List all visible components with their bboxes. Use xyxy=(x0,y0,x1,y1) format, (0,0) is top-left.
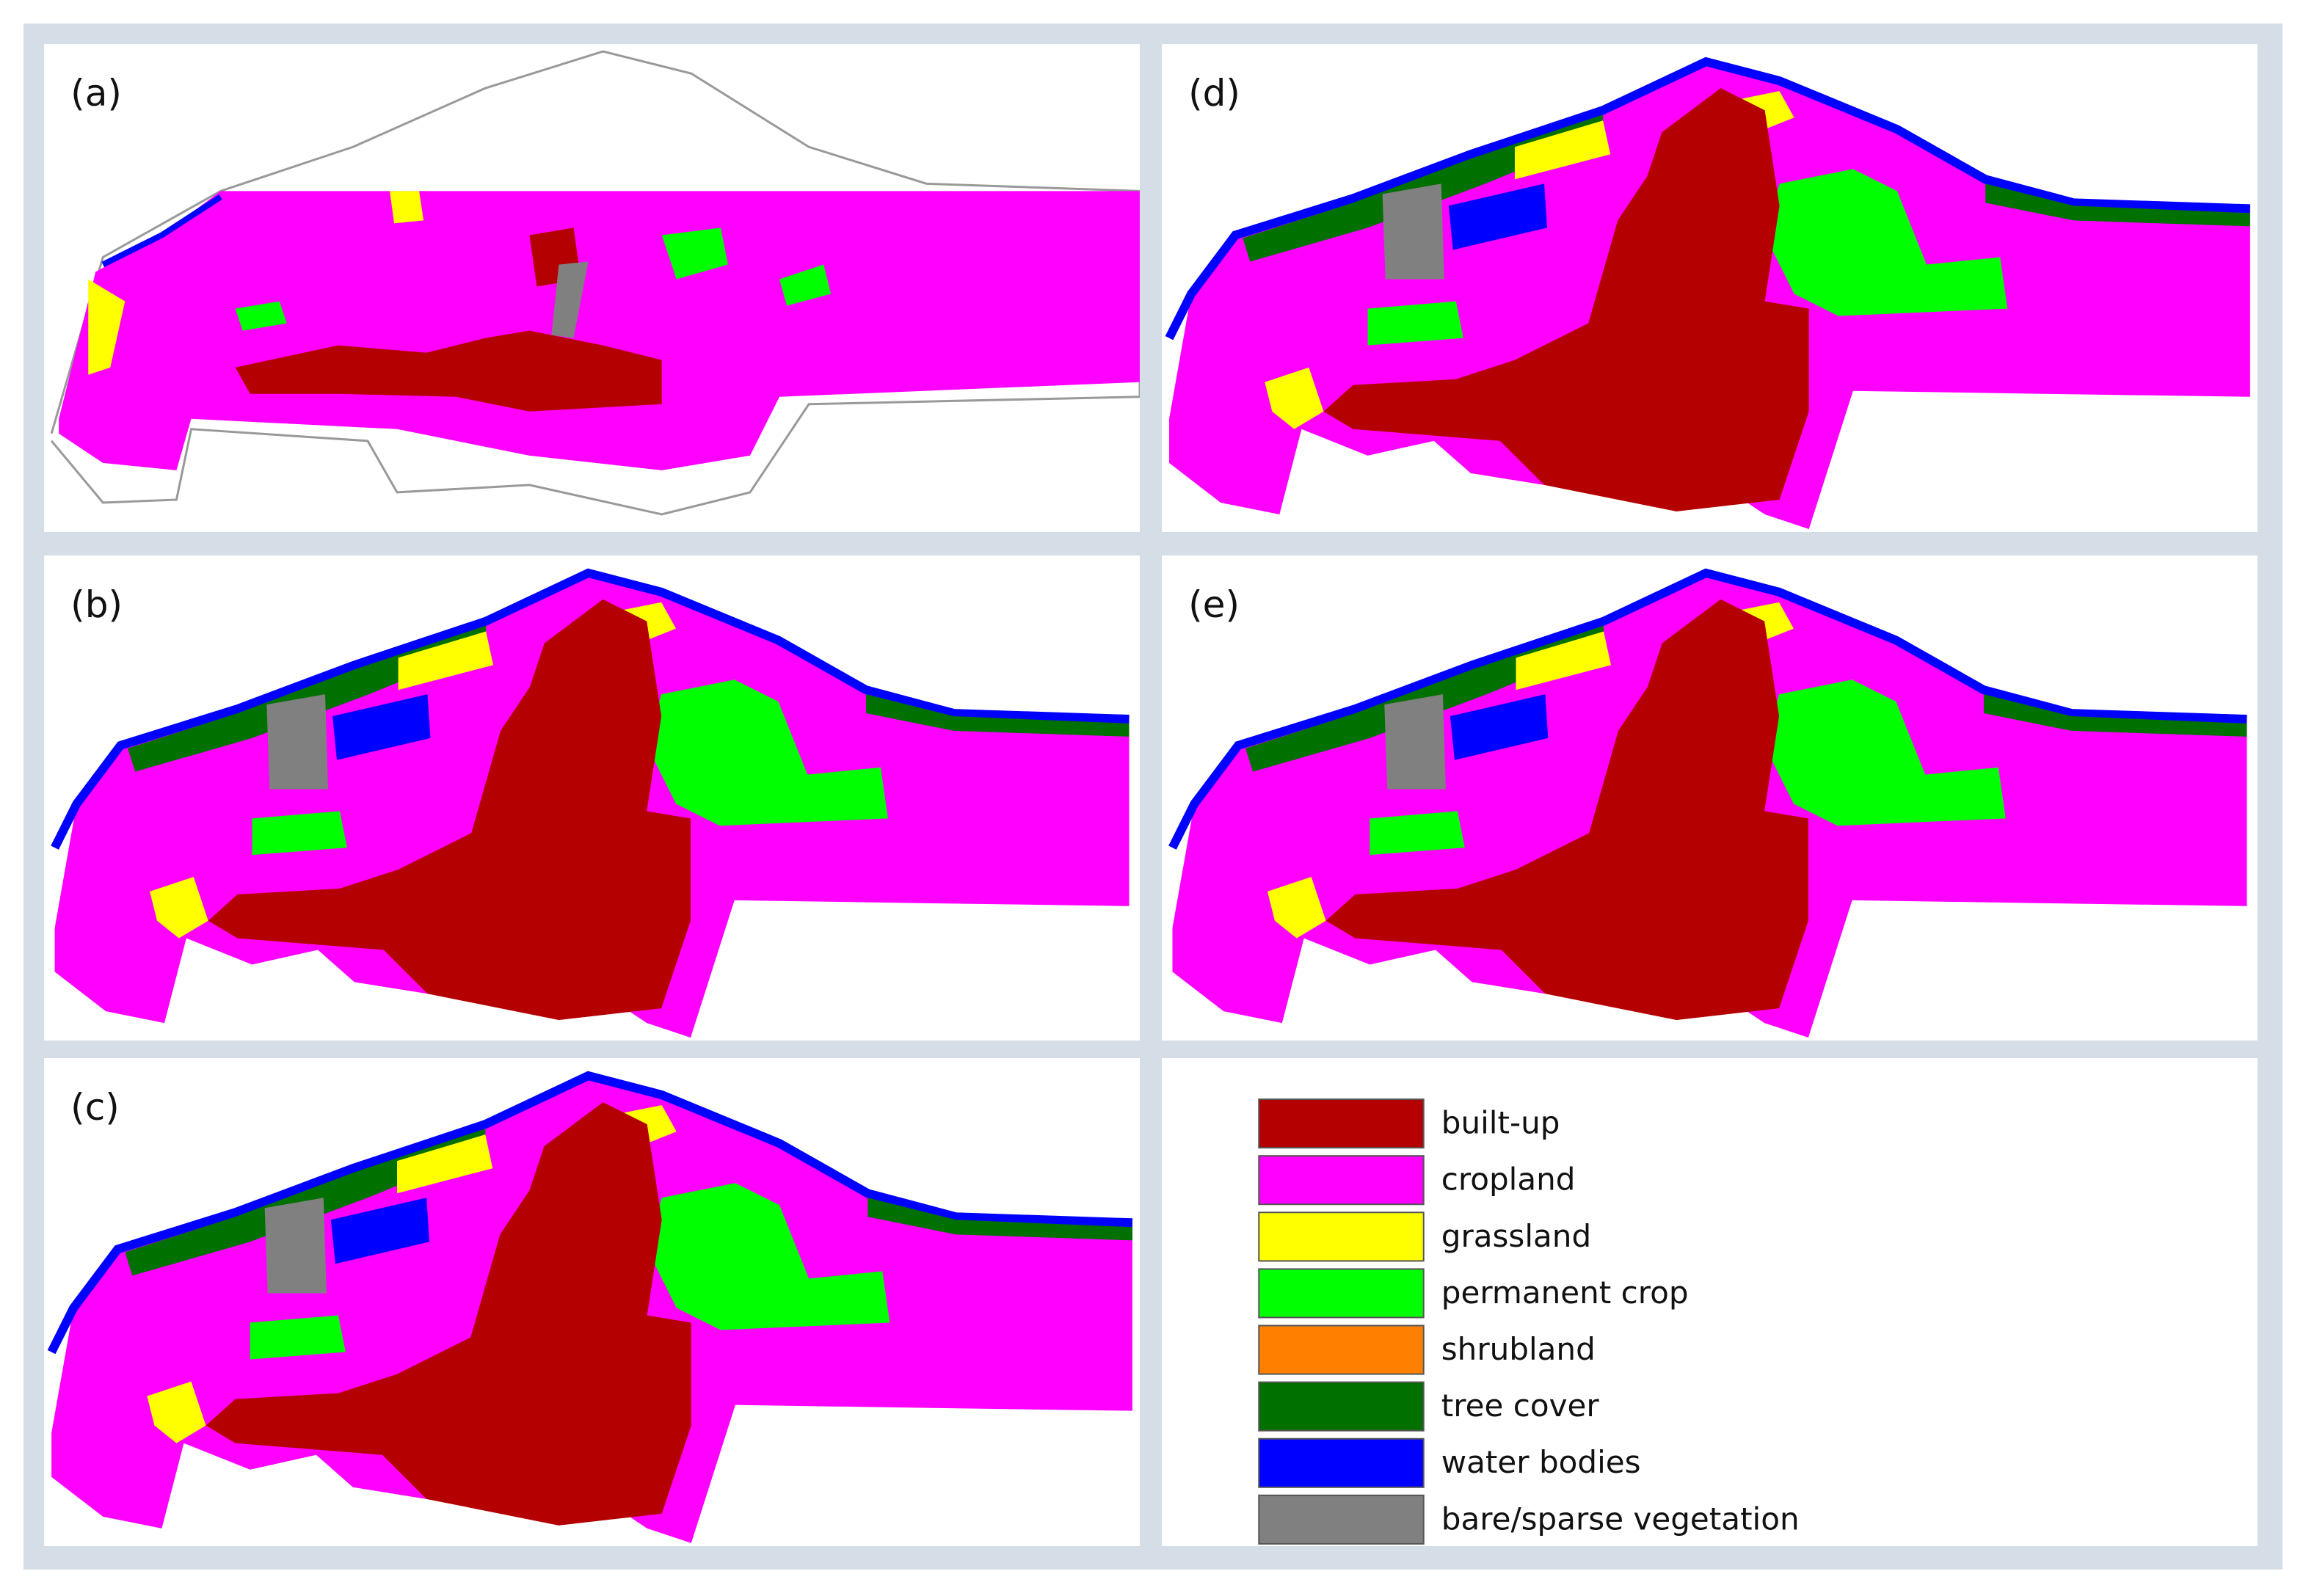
panel-label: (b) xyxy=(70,583,123,626)
legend-label: cropland xyxy=(1441,1162,1576,1198)
panel-label: (c) xyxy=(70,1086,120,1129)
legend-label: water bodies xyxy=(1441,1444,1641,1480)
panel-b: (b) xyxy=(44,555,1140,1041)
panel-label: (a) xyxy=(70,72,122,114)
legend-label: permanent crop xyxy=(1441,1275,1689,1311)
legend-swatch xyxy=(1258,1155,1425,1206)
legend: built-up cropland grassland permanent crop s… xyxy=(1162,1057,2258,1546)
panel-a: (a) xyxy=(44,44,1140,532)
legend-label: shrubland xyxy=(1441,1331,1596,1367)
legend-label: tree cover xyxy=(1441,1388,1600,1424)
legend-label: grassland xyxy=(1441,1218,1591,1254)
legend-label: built-up xyxy=(1441,1105,1560,1141)
legend-swatch xyxy=(1258,1324,1425,1375)
panel-label: (e) xyxy=(1188,583,1240,626)
legend-swatch xyxy=(1258,1268,1425,1319)
legend-swatch xyxy=(1258,1098,1425,1149)
panel-c: (c) xyxy=(44,1057,1140,1546)
legend-swatch xyxy=(1258,1438,1425,1488)
legend-swatch xyxy=(1258,1494,1425,1545)
legend-swatch xyxy=(1258,1381,1425,1432)
legend-label: bare/sparse vegetation xyxy=(1441,1501,1800,1537)
panel-label: (d) xyxy=(1188,72,1240,114)
panel-d: (d) xyxy=(1162,44,2258,532)
legend-swatch xyxy=(1258,1211,1425,1262)
panel-e: (e) xyxy=(1162,555,2258,1041)
